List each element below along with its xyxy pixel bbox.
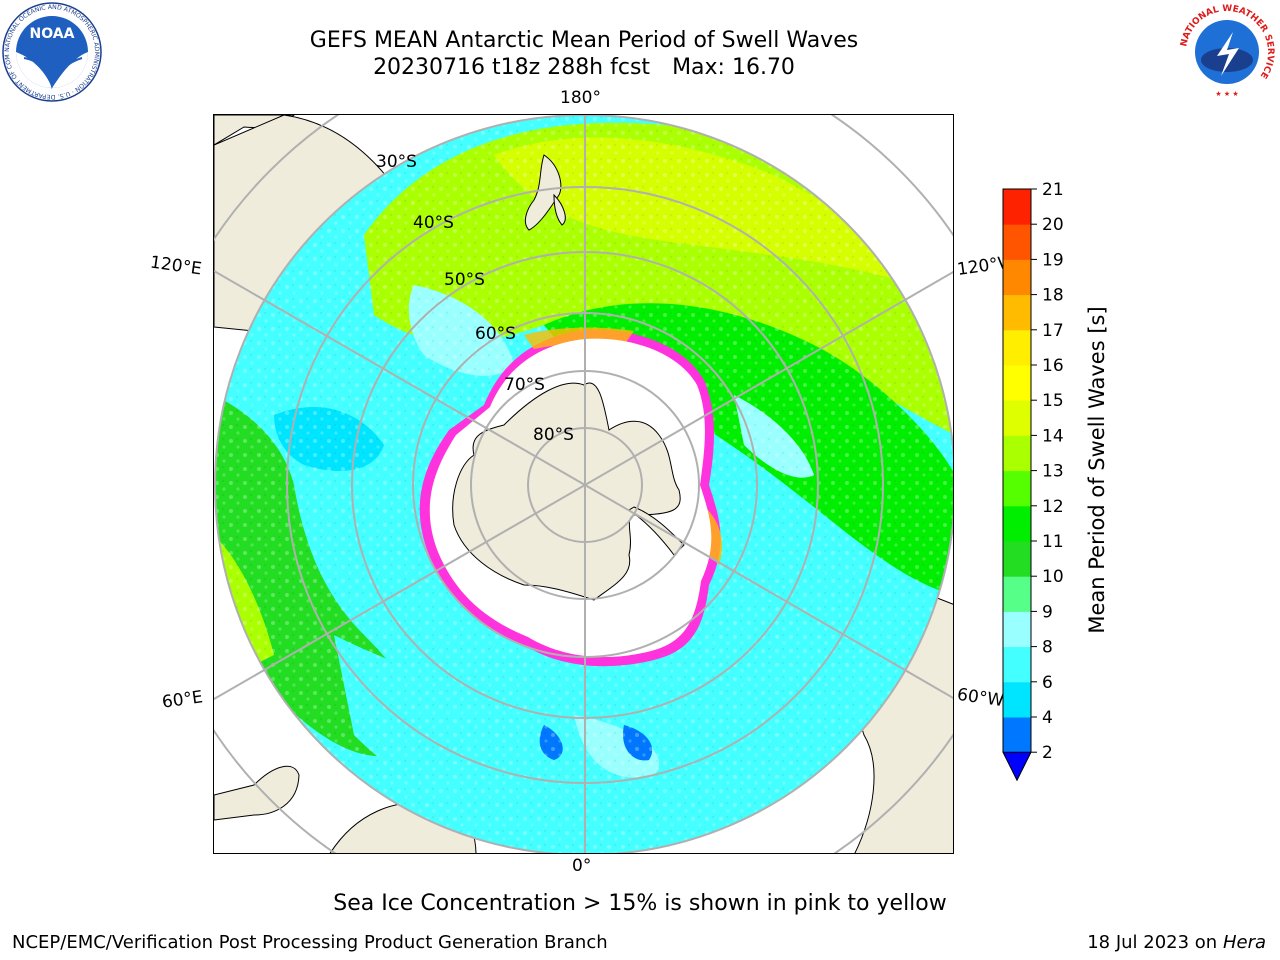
- noaa-logo-text: NOAA: [30, 26, 75, 42]
- new-zealand: [524, 154, 562, 231]
- colorbar-segment: [1003, 646, 1031, 683]
- colorbar-segment: [1003, 717, 1031, 753]
- colorbar-tick-label: 19: [1042, 250, 1064, 270]
- colorbar-extend-arrow: [1002, 751, 1032, 782]
- colorbar-segment: [1003, 365, 1031, 401]
- colorbar-segment: [1003, 189, 1031, 225]
- colorbar-tick-label: 18: [1042, 286, 1064, 306]
- lat-label-60s: 60°S: [475, 324, 516, 344]
- antarctica: [452, 382, 681, 601]
- forecast-time: 20230716 t18z 288h fcst: [373, 55, 651, 80]
- max-value: Max: 16.70: [672, 55, 795, 80]
- colorbar-segment: [1003, 259, 1031, 296]
- date-stamp: 18 Jul 2023 on Hera: [1087, 932, 1266, 953]
- machine-name: Hera: [1222, 932, 1266, 953]
- colorbar-segment: [1003, 470, 1031, 507]
- colorbar-segment: [1003, 681, 1031, 718]
- colorbar-label: Mean Period of Swell Waves [s]: [1085, 306, 1109, 634]
- lat-label-30s: 30°S: [376, 152, 417, 172]
- colorbar-tick-label: 17: [1042, 321, 1064, 341]
- colorbar-tick-label: 2: [1042, 743, 1053, 763]
- colorbar-segment: [1003, 329, 1031, 366]
- colorbar-tick-label: 8: [1042, 638, 1053, 658]
- colorbar-tick-label: 9: [1042, 602, 1053, 622]
- noaa-logo: NATIONAL OCEANIC AND ATMOSPHERIC ADMINIS…: [2, 2, 102, 102]
- nws-stars: ★ ★ ★: [1215, 90, 1238, 98]
- sea-ice-note: Sea Ice Concentration > 15% is shown in …: [333, 891, 947, 916]
- colorbar-tick-label: 15: [1042, 391, 1064, 411]
- chart-subtitle: 20230716 t18z 288h fcst Max: 16.70: [200, 54, 968, 81]
- colorbar-segment: [1003, 294, 1031, 331]
- colorbar-tick-label: 14: [1042, 426, 1064, 446]
- map-frame: [213, 114, 954, 854]
- colorbar: 2 4 6 8 9 10 11 12 13 14 15 16 17 18 19 20 21: [1002, 180, 1064, 782]
- colorbar-segment: [1003, 435, 1031, 472]
- lon-label-120e: 120°E: [148, 252, 203, 280]
- run-date: 18 Jul 2023 on: [1087, 932, 1223, 953]
- lon-label-0: 0°: [572, 856, 592, 876]
- colorbar-segment: [1003, 505, 1031, 542]
- graticule: [214, 115, 953, 853]
- chart-title: GEFS MEAN Antarctic Mean Period of Swell…: [309, 28, 859, 53]
- lon-label-180: 180°: [560, 88, 601, 108]
- colorbar-tick-label: 20: [1042, 215, 1064, 235]
- colorbar-tick-label: 11: [1042, 532, 1064, 552]
- lat-label-70s: 70°S: [504, 375, 545, 395]
- colorbar-tick-label: 16: [1042, 356, 1064, 376]
- colorbar-segment: [1003, 224, 1031, 260]
- nws-logo: NATIONAL WEATHER SERVICE ★ ★ ★: [1179, 4, 1275, 100]
- colorbar-tick-label: 21: [1042, 180, 1064, 200]
- colorbar-segment: [1003, 400, 1031, 436]
- colorbar-tick-label: 4: [1042, 708, 1053, 728]
- colorbar-tick-label: 12: [1042, 497, 1064, 517]
- colorbar-tick-label: 10: [1042, 567, 1064, 587]
- colorbar-segment: [1003, 611, 1031, 648]
- colorbar-tick-label: 13: [1042, 462, 1064, 482]
- lon-label-60e: 60°E: [160, 687, 205, 713]
- lat-label-80s: 80°S: [533, 425, 574, 445]
- polar-map: [214, 115, 953, 853]
- credit-line: NCEP/EMC/Verification Post Processing Pr…: [12, 932, 608, 953]
- lat-label-40s: 40°S: [413, 213, 454, 233]
- colorbar-segment: [1003, 576, 1031, 612]
- colorbar-tick-label: 6: [1042, 673, 1053, 693]
- colorbar-segment: [1003, 541, 1031, 577]
- lat-label-50s: 50°S: [444, 270, 485, 290]
